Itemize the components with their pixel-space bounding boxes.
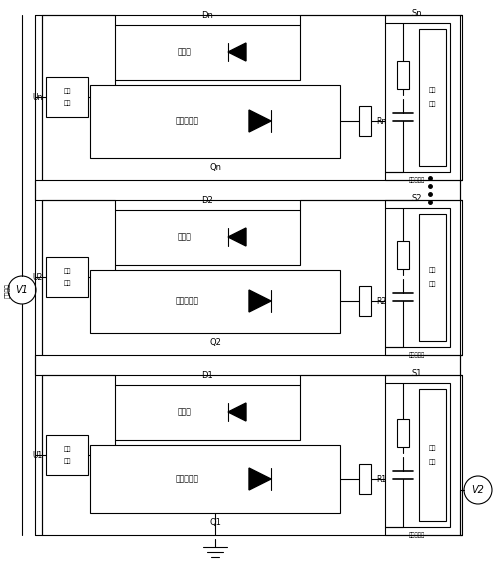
Text: 放电器: 放电器 [178,47,192,57]
Text: 激光换电路: 激光换电路 [409,532,425,538]
Text: 触发: 触发 [428,267,436,273]
Bar [46,77,88,117]
Text: 电路: 电路 [63,280,71,286]
Bar [90,270,340,333]
Bar [385,208,450,347]
Text: R2: R2 [376,297,386,305]
Text: Q1: Q1 [209,518,221,527]
Text: 触发: 触发 [428,445,436,451]
Text: Un: Un [32,92,43,102]
Bar [115,25,300,80]
Bar [385,383,450,527]
Bar [115,385,300,440]
Text: Qn: Qn [209,163,221,172]
Text: Rn: Rn [376,117,386,126]
Text: 光耦: 光耦 [63,268,71,274]
Text: U2: U2 [33,272,43,282]
Bar [359,106,371,136]
Bar [359,286,371,316]
Text: 线性稳压器: 线性稳压器 [176,474,199,484]
Text: R1: R1 [376,474,386,484]
Bar [385,23,450,172]
Text: S1: S1 [412,369,422,378]
Text: 输入电压: 输入电压 [5,283,11,298]
Polygon shape [228,403,246,421]
Text: D1: D1 [201,371,213,380]
Polygon shape [228,228,246,246]
Bar [397,61,409,89]
Bar [397,241,409,269]
Text: 开关: 开关 [428,459,436,465]
Bar [90,85,340,158]
Bar [419,214,446,341]
Text: Q2: Q2 [209,338,221,347]
Text: 电路: 电路 [63,100,71,106]
Text: Sn: Sn [412,9,422,18]
Text: 点火换电路: 点火换电路 [409,177,425,182]
Text: 线性稳压器: 线性稳压器 [176,297,199,305]
Text: D2: D2 [201,196,213,205]
Text: 放电器: 放电器 [178,407,192,417]
Text: V2: V2 [472,485,484,495]
Polygon shape [249,290,271,312]
Polygon shape [249,110,271,132]
Bar [397,419,409,447]
Text: 线性稳压器: 线性稳压器 [176,117,199,126]
Text: 光耦: 光耦 [63,88,71,94]
Bar [46,257,88,297]
Bar [42,375,462,535]
Text: 电路: 电路 [63,458,71,464]
Bar [46,435,88,475]
Text: 光耦: 光耦 [63,446,71,452]
Text: 开关: 开关 [428,101,436,107]
Text: 放电器: 放电器 [178,233,192,242]
Bar [42,15,462,180]
Text: Dn: Dn [201,11,213,20]
Text: 触发: 触发 [428,87,436,93]
Bar [359,464,371,494]
Bar [42,200,462,355]
Bar [90,445,340,513]
Text: 开关: 开关 [428,281,436,287]
Text: V1: V1 [16,285,28,295]
Text: 点火换电路: 点火换电路 [409,352,425,358]
Polygon shape [228,43,246,61]
Polygon shape [249,468,271,490]
Bar [419,389,446,521]
Bar [115,210,300,265]
Text: S2: S2 [412,194,422,203]
Bar [419,29,446,166]
Text: U1: U1 [33,451,43,459]
